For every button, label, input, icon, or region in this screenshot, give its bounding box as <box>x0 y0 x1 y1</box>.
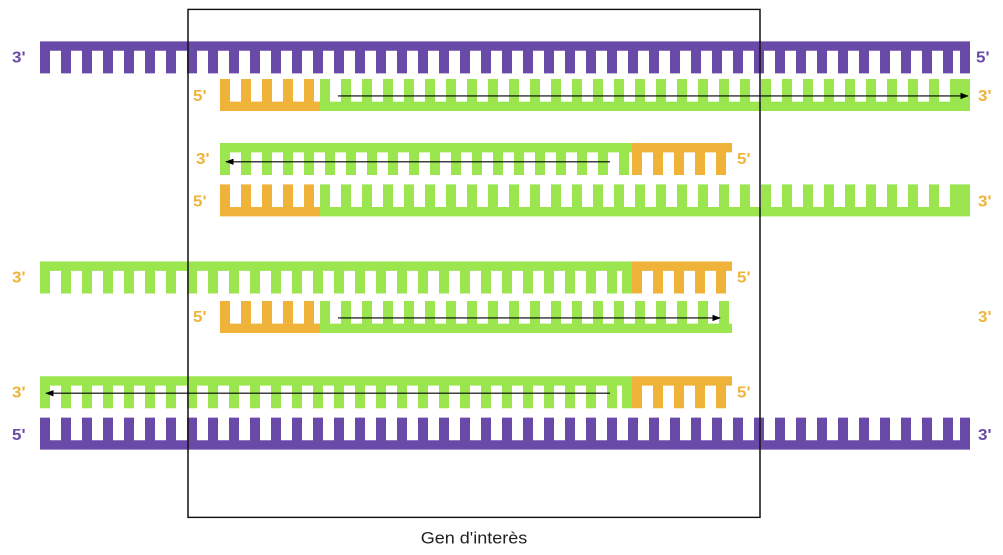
end-label: 3' <box>978 309 992 326</box>
dna-strand <box>632 262 732 294</box>
end-label: 3' <box>196 151 210 168</box>
diagram: 3' 5' 5' 3' 3' 5' 5' 3' 3' 5' 5' 3' 3' 5… <box>0 0 1003 555</box>
dna-strand <box>40 41 970 73</box>
dna-strand <box>40 418 970 450</box>
strands <box>40 41 970 449</box>
caption: Gen d'interès <box>421 528 528 547</box>
end-label: 5' <box>737 269 751 286</box>
page: {"rows": [ {"left": "3'", "right": "5'"}… <box>0 0 1003 555</box>
end-label: 3' <box>978 88 992 105</box>
end-label: 3' <box>12 269 26 286</box>
end-label: 5' <box>193 193 207 210</box>
end-label: 5' <box>737 151 751 168</box>
end-label: 5' <box>193 309 207 326</box>
end-label: 3' <box>978 193 992 210</box>
dna-strand <box>220 184 320 216</box>
end-label: 3' <box>978 426 992 443</box>
dna-strand <box>40 262 632 294</box>
dna-strand <box>220 79 320 111</box>
arrows <box>46 96 968 393</box>
dna-strand <box>220 301 320 333</box>
dna-strand <box>320 301 732 333</box>
end-label: 5' <box>737 384 751 401</box>
end-label: 5' <box>193 88 207 105</box>
end-label: 3' <box>12 49 26 66</box>
end-label: 5' <box>976 49 990 66</box>
end-label: 3' <box>12 384 26 401</box>
dna-strand <box>320 184 970 216</box>
dna-strand <box>320 79 970 111</box>
end-label: 5' <box>12 426 26 443</box>
dna-strand <box>632 376 732 408</box>
dna-strand <box>220 143 632 175</box>
dna-strand <box>40 376 632 408</box>
dna-strand <box>632 143 732 175</box>
